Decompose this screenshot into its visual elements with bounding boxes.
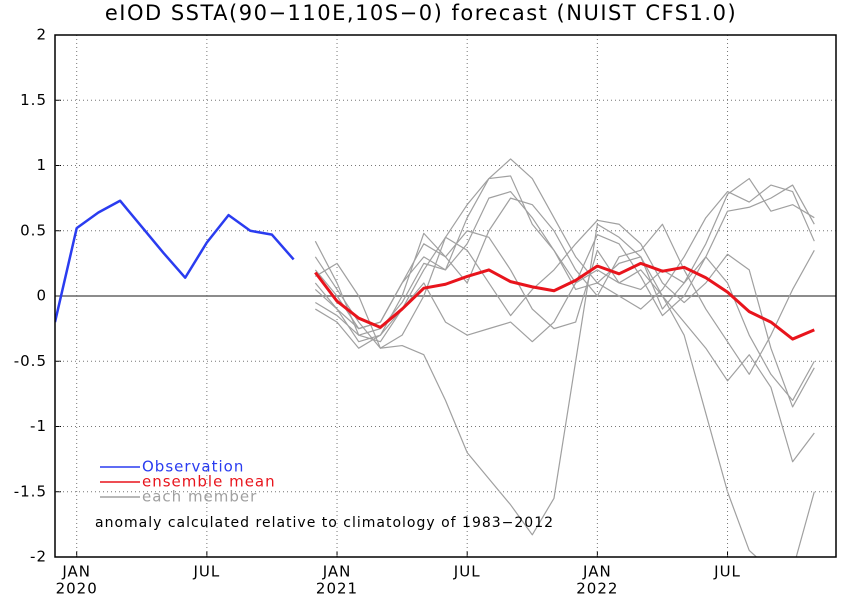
series-line	[55, 199, 295, 323]
y-tick-label: -0.5	[14, 352, 47, 370]
x-tick-label: JUL	[453, 563, 481, 581]
x-tick-year: 2021	[316, 580, 358, 597]
x-tick-label: JAN	[582, 563, 612, 581]
x-tick-year: 2022	[576, 580, 618, 597]
y-tick-label: 2	[36, 26, 47, 44]
series-line	[314, 261, 815, 341]
legend-label: each member	[142, 488, 257, 506]
y-tick-label: -2	[30, 548, 47, 566]
legend-label: ensemble mean	[142, 473, 276, 491]
member-line	[314, 175, 815, 330]
plot-frame	[54, 34, 837, 558]
y-tick-label: 0.5	[20, 221, 47, 239]
member-line	[315, 219, 815, 408]
x-tick-label: JAN	[322, 563, 352, 581]
y-tick-label: 1.5	[20, 91, 47, 109]
member-line	[314, 223, 815, 557]
member-line	[315, 177, 815, 336]
member-line	[314, 158, 815, 343]
x-tick-year: 2020	[56, 580, 98, 597]
y-tick-label: -1	[30, 417, 47, 435]
y-tick-label: 1	[36, 156, 47, 174]
y-tick-label: 0	[36, 287, 47, 305]
chart-title: eIOD SSTA(90−110E,10S−0) forecast (NUIST…	[105, 1, 737, 25]
annotation: anomaly calculated relative to climatolo…	[95, 515, 554, 531]
x-tick-label: JAN	[61, 563, 91, 581]
x-tick-label: JUL	[713, 563, 741, 581]
y-tick-label: -1.5	[14, 482, 47, 500]
plot-area	[55, 158, 815, 557]
member-line	[314, 230, 815, 401]
legend-label: Observation	[142, 458, 244, 476]
member-line	[314, 197, 815, 375]
x-tick-label: JUL	[192, 563, 220, 581]
